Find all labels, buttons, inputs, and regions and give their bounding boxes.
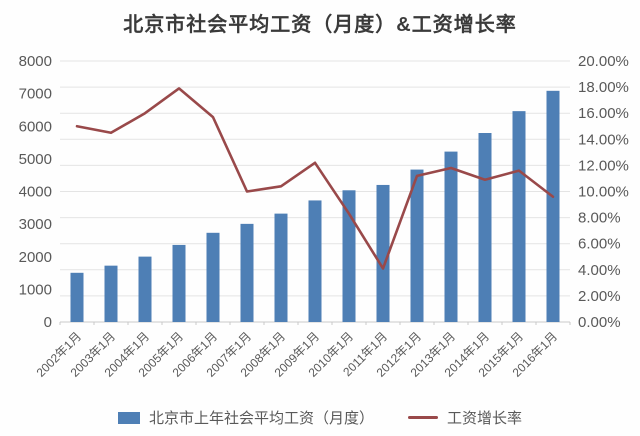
bar-2007年1月 (240, 223, 254, 322)
line-series-swatch-icon (408, 416, 438, 419)
right-axis-tick-label: 20.00% (578, 53, 629, 70)
left-axis-tick-label: 8000 (19, 53, 52, 70)
left-axis-tick-label: 0 (44, 314, 52, 331)
right-axis-tick-label: 4.00% (578, 262, 621, 279)
left-axis-tick-label: 3000 (19, 216, 52, 233)
right-axis-tick-label: 6.00% (578, 236, 621, 253)
bar-2002年1月 (70, 272, 84, 322)
chart-legend: 北京市上年社会平均工资（月度） 工资增长率 (0, 407, 640, 428)
bar-2003年1月 (104, 265, 118, 322)
right-axis-tick-label: 18.00% (578, 79, 629, 96)
bar-2012年1月 (410, 169, 424, 322)
right-axis-tick-label: 10.00% (578, 184, 629, 201)
bar-2006年1月 (206, 232, 220, 322)
bar-series-swatch-icon (117, 411, 140, 424)
left-axis-tick-label: 5000 (19, 151, 52, 168)
right-axis-tick-label: 16.00% (578, 105, 629, 122)
left-axis-tick-label: 7000 (19, 86, 52, 103)
growth-rate-line (75, 87, 555, 270)
right-axis-tick-label: 8.00% (578, 210, 621, 227)
bar-2004年1月 (138, 256, 152, 322)
legend-item-line-series: 工资增长率 (408, 407, 522, 428)
legend-item-bar-series: 北京市上年社会平均工资（月度） (117, 407, 374, 428)
bar-2015年1月 (512, 111, 526, 322)
right-axis-tick-label: 0.00% (578, 314, 621, 331)
bar-2009年1月 (308, 200, 322, 322)
left-axis-tick-label: 6000 (19, 118, 52, 135)
bar-2014年1月 (478, 133, 492, 322)
right-axis-tick-label: 2.00% (578, 288, 621, 305)
bar-2008年1月 (274, 213, 288, 322)
chart-title: 北京市社会平均工资（月度）&工资增长率 (123, 14, 517, 36)
legend-bar-label: 北京市上年社会平均工资（月度） (148, 410, 374, 427)
bar-2016年1月 (546, 90, 560, 323)
bar-2005年1月 (172, 244, 186, 322)
bar-2013年1月 (444, 151, 458, 322)
left-axis-tick-label: 4000 (19, 184, 52, 201)
bar-2010年1月 (342, 190, 356, 322)
left-axis-tick-label: 2000 (19, 249, 52, 266)
right-axis-tick-label: 12.00% (578, 157, 629, 174)
right-axis-tick-label: 14.00% (578, 131, 629, 148)
legend-line-label: 工资增长率 (447, 410, 523, 427)
left-axis-tick-label: 1000 (19, 281, 52, 298)
bar-2011年1月 (376, 184, 390, 322)
